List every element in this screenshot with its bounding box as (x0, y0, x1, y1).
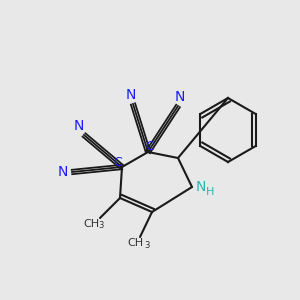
Text: N: N (74, 119, 84, 133)
Text: N: N (58, 165, 68, 179)
Text: 3: 3 (144, 241, 149, 250)
Text: C: C (146, 140, 154, 152)
Text: CH: CH (83, 219, 99, 229)
Text: C: C (114, 155, 122, 169)
Text: CH: CH (127, 238, 143, 248)
Text: N: N (175, 90, 185, 104)
Text: H: H (206, 187, 214, 197)
Text: N: N (126, 88, 136, 102)
Text: 3: 3 (98, 221, 104, 230)
Text: N: N (196, 180, 206, 194)
